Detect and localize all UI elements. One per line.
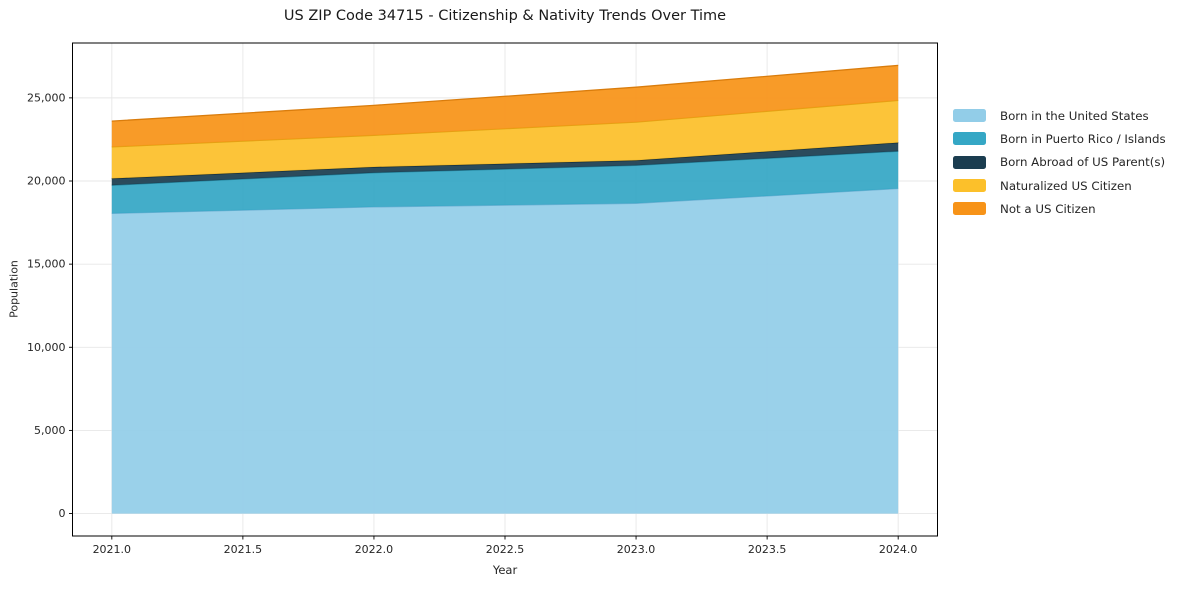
- legend-label: Born Abroad of US Parent(s): [1000, 155, 1166, 170]
- y-tick-label: 10,000: [27, 341, 66, 354]
- x-tick-label: 2022.0: [355, 543, 394, 556]
- area-series-1: [111, 151, 899, 214]
- y-tick-label: 5,000: [34, 424, 66, 437]
- x-tick-label: 2022.5: [486, 543, 525, 556]
- legend-label: Not a US Citizen: [1000, 201, 1096, 216]
- legend-item-2: Born Abroad of US Parent(s): [953, 151, 1166, 174]
- y-axis-label: Population: [7, 260, 21, 318]
- legend-swatch-icon: [953, 202, 986, 216]
- y-tick-label: 15,000: [27, 258, 66, 271]
- legend-swatch-icon: [953, 109, 986, 123]
- y-tick-label: 0: [59, 507, 66, 520]
- legend: Born in the United States Born in Puerto …: [953, 104, 1166, 220]
- legend-item-4: Not a US Citizen: [953, 197, 1166, 220]
- x-tick-label: 2023.5: [748, 543, 787, 556]
- area-series-3: [111, 100, 899, 179]
- area-series-0: [111, 188, 899, 514]
- y-tick-label: 20,000: [27, 175, 66, 188]
- legend-label: Born in the United States: [1000, 108, 1149, 123]
- legend-swatch-icon: [953, 132, 986, 146]
- x-tick-label: 2024.0: [879, 543, 918, 556]
- y-tick-label: 25,000: [27, 91, 66, 104]
- legend-swatch-icon: [953, 179, 986, 193]
- legend-label: Born in Puerto Rico / Islands: [1000, 131, 1166, 146]
- x-axis-label: Year: [492, 563, 518, 577]
- x-tick-label: 2021.0: [93, 543, 132, 556]
- legend-swatch-icon: [953, 155, 986, 169]
- area-series-4-edge: [111, 64, 899, 122]
- legend-item-1: Born in Puerto Rico / Islands: [953, 127, 1166, 150]
- chart-title: US ZIP Code 34715 - Citizenship & Nativi…: [283, 8, 727, 24]
- area-series-4: [111, 65, 899, 147]
- x-tick-label: 2023.0: [617, 543, 656, 556]
- legend-item-3: Naturalized US Citizen: [953, 174, 1166, 197]
- legend-item-0: Born in the United States: [953, 104, 1166, 127]
- x-tick-label: 2021.5: [224, 543, 263, 556]
- legend-label: Naturalized US Citizen: [1000, 178, 1132, 193]
